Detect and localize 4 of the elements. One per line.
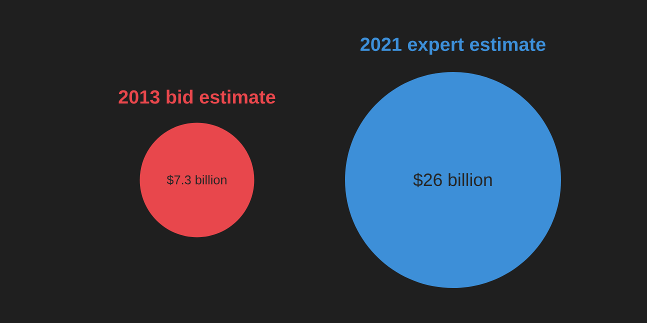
category-label: 2013 bid estimate: [118, 90, 276, 104]
data-label: $26 billion: [413, 172, 492, 188]
data-label: $7.3 billion: [166, 174, 226, 186]
category-label: 2021 expert estimate: [360, 37, 546, 55]
